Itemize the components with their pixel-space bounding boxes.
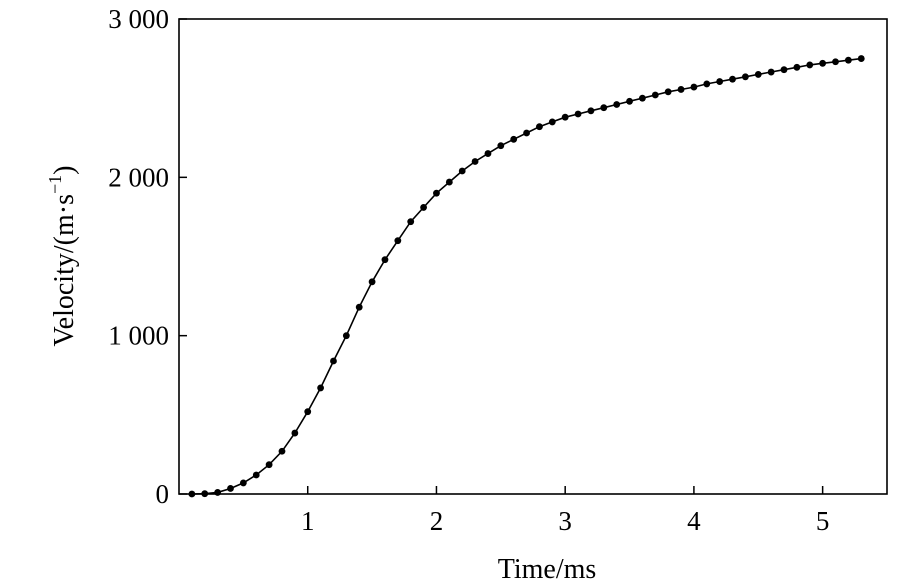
x-tick-label: 5 xyxy=(816,506,830,536)
series-layer xyxy=(188,55,865,498)
plot-frame xyxy=(178,18,888,495)
data-point xyxy=(278,447,286,455)
data-point xyxy=(639,94,646,102)
data-point xyxy=(729,75,736,83)
data-point xyxy=(742,73,749,81)
data-point xyxy=(548,118,556,126)
data-point xyxy=(587,107,595,115)
data-point xyxy=(239,479,247,487)
data-point xyxy=(304,408,312,416)
data-point xyxy=(445,178,453,186)
x-tick-label: 1 xyxy=(301,506,315,536)
x-tick-label: 3 xyxy=(558,506,572,536)
data-point xyxy=(844,56,852,64)
data-point xyxy=(613,101,621,108)
data-point xyxy=(574,110,582,118)
data-point xyxy=(857,55,865,62)
y-tick-label: 3 000 xyxy=(108,4,169,34)
data-point xyxy=(291,429,299,437)
data-point xyxy=(252,471,260,479)
data-point xyxy=(703,80,711,88)
data-point xyxy=(497,142,505,150)
data-point xyxy=(214,489,222,496)
data-point xyxy=(355,303,363,311)
y-axis-title-main: Velocity/(m·s xyxy=(49,194,80,346)
data-point xyxy=(510,135,518,143)
data-point xyxy=(600,104,608,112)
data-point xyxy=(626,97,633,105)
data-point xyxy=(819,59,827,67)
data-point xyxy=(381,256,389,264)
data-point xyxy=(188,490,196,498)
data-point xyxy=(767,68,775,76)
data-point xyxy=(317,384,324,392)
data-point xyxy=(806,61,814,69)
y-axis-title-close: ) xyxy=(49,166,80,175)
data-point xyxy=(561,113,569,121)
data-point xyxy=(201,490,209,498)
data-point xyxy=(664,88,672,96)
y-axis-title-exponent: −1 xyxy=(45,175,65,194)
y-axis-ticks: 0 1 000 2 000 3 000 xyxy=(108,4,187,509)
data-point xyxy=(651,91,659,99)
data-point xyxy=(458,167,466,175)
data-point xyxy=(407,218,415,226)
data-point xyxy=(716,78,724,85)
data-point xyxy=(690,83,698,91)
data-point xyxy=(484,150,492,157)
y-axis-title: Velocity/(m·s−1) xyxy=(45,166,80,347)
data-point xyxy=(780,66,788,74)
data-point xyxy=(793,63,801,71)
data-point xyxy=(227,485,234,492)
y-tick-label: 2 000 xyxy=(108,162,169,192)
x-tick-label: 4 xyxy=(687,506,701,536)
data-point xyxy=(677,86,685,93)
x-axis-ticks: 1 2 3 4 5 xyxy=(301,486,829,536)
data-point xyxy=(471,158,479,165)
data-point xyxy=(754,71,762,78)
data-point xyxy=(832,58,839,66)
y-tick-label: 0 xyxy=(156,479,170,509)
series-line xyxy=(191,57,862,495)
data-point xyxy=(433,189,440,197)
data-point xyxy=(536,123,543,131)
x-tick-label: 2 xyxy=(430,506,444,536)
data-point xyxy=(368,278,376,286)
y-tick-label: 1 000 xyxy=(108,321,169,351)
x-axis-title: Time/ms xyxy=(498,554,597,585)
data-point xyxy=(420,204,427,211)
data-point xyxy=(265,461,273,469)
data-point xyxy=(523,129,530,137)
data-point xyxy=(330,357,337,365)
data-point xyxy=(342,332,350,340)
data-point xyxy=(394,237,402,245)
